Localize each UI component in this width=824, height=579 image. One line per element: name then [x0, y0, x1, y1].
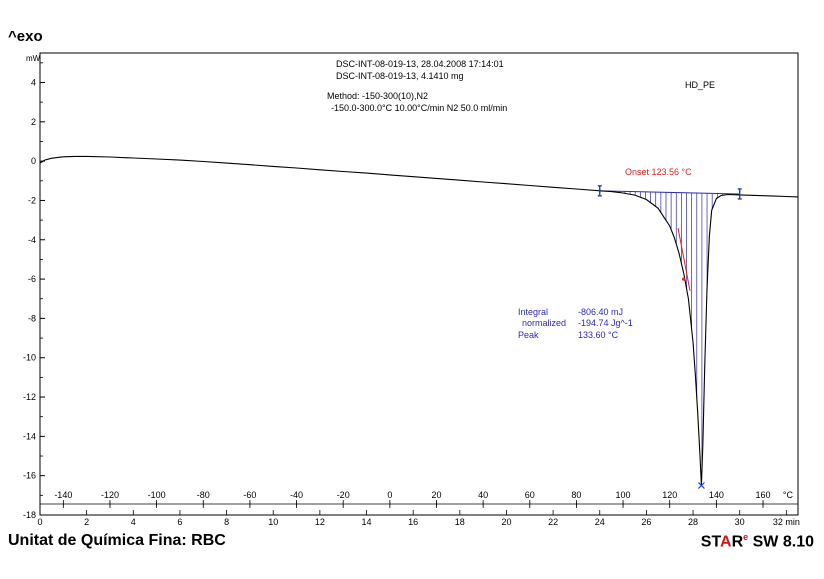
- time-tick-label: 16: [408, 517, 418, 527]
- y-tick-label: -2: [28, 195, 36, 205]
- temperature-tick-label: 40: [478, 490, 488, 500]
- normalized-label: normalized: [522, 318, 566, 328]
- logo-letter-r: R: [731, 533, 744, 551]
- peak-label: Peak: [518, 330, 539, 340]
- method-line1: Method: -150-300(10),N2: [327, 91, 428, 101]
- temperature-tick-label: 120: [662, 490, 677, 500]
- temperature-tick-label: -80: [197, 490, 210, 500]
- y-tick-label: -18: [23, 510, 36, 520]
- temperature-tick-label: 160: [755, 490, 770, 500]
- integral-value: -806.40 mJ: [578, 307, 623, 317]
- y-axis: mW 4 2 0 -2 -4 -6 -8 -10 -12 -14 -16 -18: [23, 54, 45, 520]
- temperature-tick-label: 60: [525, 490, 535, 500]
- onset-point: [682, 277, 686, 281]
- y-tick-label: 4: [31, 77, 36, 87]
- dsc-curve-line: [39, 155, 799, 486]
- y-tick-label: -4: [28, 235, 36, 245]
- plot-frame: [39, 52, 799, 516]
- markers: [597, 185, 742, 489]
- time-tick-label: 26: [641, 517, 651, 527]
- time-tick-label: 4: [131, 517, 136, 527]
- normalized-value: -194.74 Jg^-1: [578, 318, 633, 328]
- time-tick-label: 10: [268, 517, 278, 527]
- y-tick-label: 2: [31, 117, 36, 127]
- temperature-tick-label: 20: [431, 490, 441, 500]
- temperature-tick-label: 0: [387, 490, 392, 500]
- header-line2: DSC-INT-08-019-13, 4.1410 mg: [336, 71, 464, 81]
- time-tick-label: 28: [688, 517, 698, 527]
- time-tick-label: 0: [37, 517, 42, 527]
- temperature-tick-label: 80: [571, 490, 581, 500]
- integration-area: [604, 190, 739, 473]
- temperature-tick-label: -60: [243, 490, 256, 500]
- onset-tangent-line: [677, 227, 691, 291]
- y-tick-label: -16: [23, 471, 36, 481]
- time-tick-label: 30: [735, 517, 745, 527]
- software-logo: STARe SW 8.10: [701, 532, 814, 551]
- y-tick-label: -12: [23, 392, 36, 402]
- time-tick-label: 24: [595, 517, 605, 527]
- temperature-tick-label: -20: [337, 490, 350, 500]
- y-tick-label: -10: [23, 353, 36, 363]
- y-tick-label: -8: [28, 313, 36, 323]
- temperature-tick-label: 100: [616, 490, 631, 500]
- y-tick-label: 0: [31, 156, 36, 166]
- time-tick-label: 20: [501, 517, 511, 527]
- y-tick-label: -14: [23, 431, 36, 441]
- software-version: SW 8.10: [748, 533, 814, 551]
- temperature-tick-label: -40: [290, 490, 303, 500]
- logo-letter-s: S: [700, 533, 712, 551]
- integration-end-marker: [737, 188, 742, 200]
- onset-annotation: Onset 123.56 °C: [625, 167, 692, 177]
- integration-start-marker: [597, 185, 602, 197]
- temperature-tick-label: -120: [101, 490, 119, 500]
- header-line1: DSC-INT-08-019-13, 28.04.2008 17:14:01: [336, 59, 504, 69]
- time-tick-label: 32 min: [773, 517, 800, 527]
- time-tick-label: 2: [84, 517, 89, 527]
- sample-name: HD_PE: [685, 80, 715, 90]
- time-tick-label: 8: [224, 517, 229, 527]
- time-axis: 0 2 4 6 8 10 12 14 16 18 20 22 24 26 28 30 32 min: [37, 510, 800, 527]
- temperature-tick-label: -100: [148, 490, 166, 500]
- time-tick-label: 12: [315, 517, 325, 527]
- exo-direction-label: ^exo: [8, 28, 43, 45]
- peak-marker: [698, 482, 705, 489]
- integration-baseline: [599, 190, 740, 195]
- time-tick-label: 22: [548, 517, 558, 527]
- time-tick-label: 14: [362, 517, 372, 527]
- lab-name: Unitat de Química Fina: RBC: [8, 532, 226, 549]
- y-tick-label: -6: [28, 274, 36, 284]
- logo-letter-t: T: [711, 533, 721, 551]
- temperature-unit: °C: [783, 490, 794, 500]
- temperature-tick-label: -140: [54, 490, 72, 500]
- temperature-tick-label: 140: [709, 490, 724, 500]
- logo-letter-a: A: [720, 533, 732, 551]
- temperature-axis: -140 -120 -100 -80 -60 -40 -20 0 20 40 60 80 100 120 1…: [40, 490, 798, 508]
- time-tick-label: 18: [455, 517, 465, 527]
- method-line2: -150.0-300.0°C 10.00°C/min N2 50.0 ml/mi…: [331, 103, 507, 113]
- time-tick-label: 6: [177, 517, 182, 527]
- peak-value: 133.60 °C: [578, 330, 619, 340]
- integral-label: Integral: [518, 307, 548, 317]
- logo-superscript: e: [743, 532, 749, 542]
- y-axis-unit: mW: [26, 54, 41, 63]
